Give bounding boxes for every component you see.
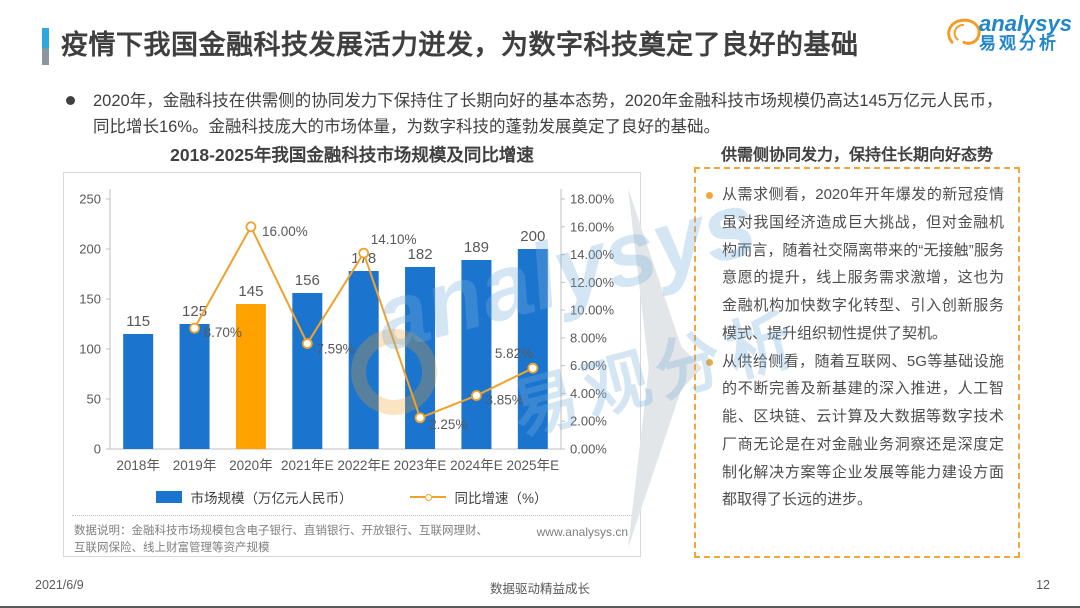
bar-value-label: 145 [238,283,263,300]
legend-label-growth-rate: 同比增速（%） [454,491,548,506]
x-axis-tick-label: 2024年E [450,458,503,473]
logo-text: analysys 易观分析 [979,12,1072,53]
bar-value-label: 115 [126,313,150,330]
line-value-label: 8.70% [204,325,242,340]
market-scale-growth-chart: 250 200 150 100 50 0 18.00% 16.00% 14.00% 12.00% 1… [79,189,615,473]
left-axis-tick-label: 0 [94,442,101,457]
logo-brand: analysys [979,11,1072,36]
left-axis-tick-label: 200 [79,242,101,257]
title-accent-bar [42,28,49,65]
bar [179,324,210,449]
x-axis-tick-label: 2023年E [394,458,447,473]
chart-legend: 市场规模（万亿元人民币） 同比增速（%） [64,487,640,507]
x-axis-tick-label: 2025年E [507,458,560,473]
right-axis-tick-label: 10.00% [570,303,615,318]
line-value-label: 14.10% [371,232,417,247]
logo-swirl-icon [947,18,981,45]
legend-label-market-scale: 市场规模（万亿元人民币） [190,491,353,506]
bar-value-label: 189 [464,239,489,256]
bar-value-label: 156 [295,272,320,289]
page-title: 疫情下我国金融科技发展活力迸发，为数字科技奠定了良好的基础 [61,30,859,60]
bar [461,260,492,449]
legend-item-growth-rate: 同比增速（%） [410,487,548,507]
line-value-label: 16.00% [262,224,308,239]
right-axis-tick-label: 16.00% [570,219,615,234]
right-axis-tick-label: 18.00% [570,192,615,207]
insight-bullet-demand: 从需求侧看，2020年开年爆发的新冠疫情虽对我国经济造成巨大挑战，但对金融机构而… [706,181,1004,348]
insight-text-supply: 从供给侧看，随着互联网、5G等基础设施的不断完善及新基建的深入推进，人工智能、区… [722,352,1004,509]
insight-panel: 从需求侧看，2020年开年爆发的新冠疫情虽对我国经济造成巨大挑战，但对金融机构而… [694,167,1020,558]
right-axis-tick-label: 4.00% [570,386,607,401]
bar-value-label: 200 [520,228,545,245]
line-marker [414,412,426,424]
insight-panel-title: 供需侧协同发力，保持住长期向好态势 [720,147,993,164]
line-marker [527,362,539,374]
footer: 2021/6/9 数据驱动精益成长 12 [0,578,1080,596]
line-value-label: 2.25% [429,417,467,432]
data-note: 数据说明：金融科技市场规模包含电子银行、直销银行、开放银行、互联网理财、互联网保… [74,525,488,555]
bar [123,334,154,449]
right-axis-tick-label: 2.00% [570,414,607,429]
chart-panel: 250 200 150 100 50 0 18.00% 16.00% 14.00% 12.00% 1… [63,172,641,557]
bar [292,293,323,449]
x-axis-tick-label: 2020年 [229,458,273,473]
line-marker [358,247,370,259]
left-axis-tick-label: 150 [79,292,101,307]
right-axis-tick-label: 0.00% [570,442,607,457]
line-marker [189,322,200,334]
footer-slogan: 数据驱动精益成长 [489,582,590,596]
chart-footer-divider [72,515,632,516]
line-marker [471,390,482,401]
chart-title: 2018-2025年我国金融科技市场规模及同比增速 [170,145,534,165]
left-axis-tick-label: 100 [79,342,101,357]
legend-line-swatch-icon [410,493,447,501]
bullet-dot-icon [706,358,713,366]
bullet-dot-icon [66,96,75,105]
line-marker [245,221,257,233]
footer-page-number: 12 [1036,578,1050,592]
source-link[interactable]: www.analysys.cn [536,525,628,539]
bar [517,249,548,449]
right-axis-tick-label: 12.00% [570,275,615,290]
bar [235,304,266,449]
right-axis-tick-label: 8.00% [570,330,607,345]
x-axis-tick-label: 2022年E [337,458,390,473]
line-marker [301,338,313,349]
line-value-label: 7.59% [316,342,354,357]
x-axis-tick-label: 2018年 [116,458,160,473]
legend-bar-swatch-icon [156,491,183,503]
bar [348,271,379,449]
right-axis-tick-label: 14.00% [570,247,615,262]
footer-date: 2021/6/9 [35,578,84,592]
header: 疫情下我国金融科技发展活力迸发，为数字科技奠定了良好的基础 [42,28,859,65]
line-value-label: 3.85% [485,393,523,408]
x-axis-tick-label: 2021年E [281,458,334,473]
summary-text: 2020年，金融科技在供需侧的协同发力下保持住了长期向好的基本态势，2020年金… [93,92,1003,137]
insight-text-demand: 从需求侧看，2020年开年爆发的新冠疫情虽对我国经济造成巨大挑战，但对金融机构而… [722,186,1004,342]
analysys-logo: analysys 易观分析 [941,12,1072,54]
insight-bullet-supply: 从供给侧看，随着互联网、5G等基础设施的不断完善及新基建的深入推进，人工智能、区… [706,348,1004,515]
left-axis-tick-label: 50 [87,392,101,407]
bullet-dot-icon [706,192,713,199]
legend-item-market-scale: 市场规模（万亿元人民币） [156,487,352,507]
summary-bullet: 2020年，金融科技在供需侧的协同发力下保持住了长期向好的基本态势，2020年金… [66,88,1006,141]
logo-brand-cn: 易观分析 [979,34,1060,54]
left-axis-tick-label: 250 [79,192,101,207]
x-axis-tick-label: 2019年 [173,458,217,473]
right-axis-tick-label: 6.00% [570,358,607,373]
bar-value-label: 182 [408,246,433,263]
line-value-label: 5.82% [495,346,533,361]
chart-footnote-row: 数据说明：金融科技市场规模包含电子银行、直销银行、开放银行、互联网理财、互联网保… [64,516,640,558]
